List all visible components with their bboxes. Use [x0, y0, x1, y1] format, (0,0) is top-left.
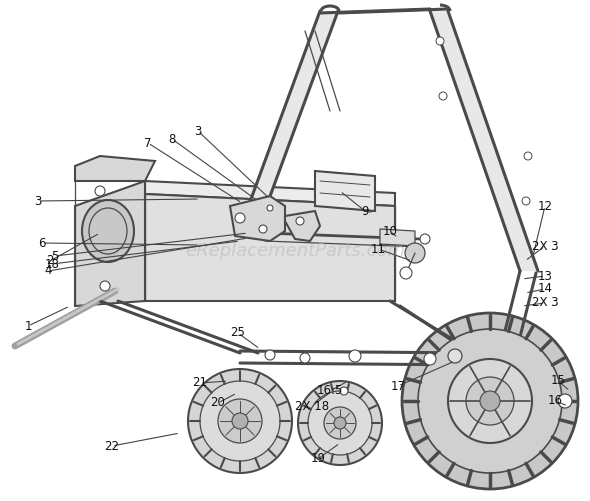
- Circle shape: [298, 381, 382, 465]
- Polygon shape: [320, 9, 448, 13]
- Polygon shape: [75, 181, 145, 306]
- Text: 20: 20: [211, 396, 225, 409]
- Text: 21: 21: [192, 376, 208, 389]
- Text: 3: 3: [194, 125, 202, 137]
- Circle shape: [200, 381, 280, 461]
- Text: 1: 1: [24, 320, 32, 333]
- Text: 19: 19: [310, 452, 326, 465]
- Circle shape: [267, 205, 273, 211]
- Circle shape: [300, 353, 310, 363]
- Circle shape: [436, 37, 444, 45]
- Circle shape: [188, 369, 292, 473]
- Circle shape: [524, 152, 532, 160]
- Circle shape: [265, 350, 275, 360]
- Text: 25: 25: [231, 327, 245, 340]
- Text: 10: 10: [382, 224, 398, 237]
- Text: 16: 16: [548, 394, 562, 407]
- Text: 11: 11: [371, 242, 385, 256]
- Text: 2X 3: 2X 3: [532, 297, 558, 310]
- Text: 7: 7: [144, 136, 152, 149]
- Polygon shape: [315, 171, 375, 211]
- Circle shape: [365, 202, 375, 212]
- Text: 8: 8: [168, 132, 176, 145]
- Circle shape: [259, 225, 267, 233]
- Text: 2X 18: 2X 18: [295, 399, 329, 412]
- Circle shape: [522, 197, 530, 205]
- Circle shape: [334, 417, 346, 429]
- Text: 4: 4: [44, 265, 52, 278]
- Polygon shape: [430, 11, 538, 271]
- Text: 13: 13: [537, 270, 552, 283]
- Text: 18: 18: [45, 258, 60, 271]
- Circle shape: [340, 387, 348, 395]
- Text: 14: 14: [537, 283, 552, 296]
- Text: 2X 3: 2X 3: [532, 239, 558, 253]
- Circle shape: [424, 353, 436, 365]
- Circle shape: [400, 267, 412, 279]
- Circle shape: [308, 391, 372, 455]
- Text: 22: 22: [104, 439, 120, 452]
- Circle shape: [466, 377, 514, 425]
- Circle shape: [95, 186, 105, 196]
- Circle shape: [402, 313, 578, 489]
- Text: eReplacementParts.com: eReplacementParts.com: [185, 242, 405, 260]
- Text: 12: 12: [537, 199, 552, 212]
- Ellipse shape: [82, 200, 134, 262]
- Circle shape: [324, 407, 356, 439]
- Circle shape: [100, 281, 110, 291]
- Polygon shape: [285, 211, 320, 241]
- Polygon shape: [145, 181, 395, 206]
- Circle shape: [235, 213, 245, 223]
- Circle shape: [439, 92, 447, 100]
- Circle shape: [296, 217, 304, 225]
- Text: 2: 2: [46, 255, 54, 268]
- Circle shape: [480, 391, 500, 411]
- Circle shape: [558, 394, 572, 408]
- Polygon shape: [75, 156, 155, 181]
- Polygon shape: [145, 194, 395, 301]
- Circle shape: [232, 413, 248, 429]
- Circle shape: [420, 234, 430, 244]
- Text: 5: 5: [51, 249, 58, 263]
- Circle shape: [405, 243, 425, 263]
- Polygon shape: [240, 11, 338, 229]
- Text: 15: 15: [550, 375, 565, 387]
- Circle shape: [218, 399, 262, 443]
- Text: 17: 17: [391, 379, 405, 392]
- Text: 6: 6: [38, 236, 46, 249]
- Text: 16:5: 16:5: [317, 384, 343, 397]
- Polygon shape: [380, 229, 415, 246]
- Circle shape: [448, 349, 462, 363]
- Text: 3: 3: [34, 194, 42, 207]
- Polygon shape: [230, 196, 285, 241]
- Circle shape: [418, 329, 562, 473]
- Circle shape: [349, 350, 361, 362]
- Circle shape: [448, 359, 532, 443]
- Text: 9: 9: [361, 204, 369, 217]
